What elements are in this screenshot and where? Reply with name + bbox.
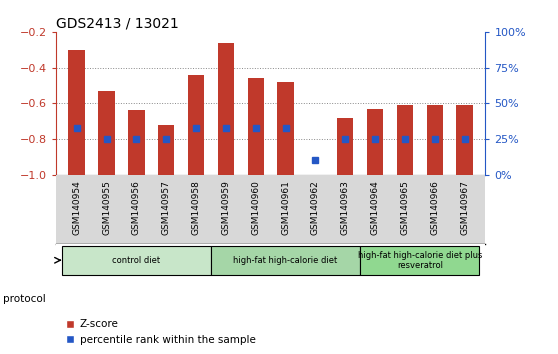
Bar <box>188 75 204 175</box>
Text: protocol: protocol <box>3 294 46 304</box>
Text: GSM140964: GSM140964 <box>371 180 379 235</box>
Bar <box>69 50 85 175</box>
Bar <box>158 125 175 175</box>
Text: GSM140967: GSM140967 <box>460 180 469 235</box>
Text: GSM140958: GSM140958 <box>191 180 200 235</box>
Bar <box>218 42 234 175</box>
Text: GSM140955: GSM140955 <box>102 180 111 235</box>
Bar <box>98 91 115 175</box>
Text: GSM140954: GSM140954 <box>72 180 81 235</box>
Bar <box>456 105 473 175</box>
Text: GSM140957: GSM140957 <box>162 180 171 235</box>
Text: GSM140956: GSM140956 <box>132 180 141 235</box>
Text: high-fat high-calorie diet plus
resveratrol: high-fat high-calorie diet plus resverat… <box>358 251 482 270</box>
Bar <box>128 110 145 175</box>
Text: GSM140962: GSM140962 <box>311 180 320 235</box>
Text: GSM140961: GSM140961 <box>281 180 290 235</box>
Bar <box>367 109 383 175</box>
Text: GSM140965: GSM140965 <box>401 180 410 235</box>
Bar <box>426 105 443 175</box>
Text: control diet: control diet <box>112 256 160 265</box>
Bar <box>360 246 479 275</box>
Bar <box>337 118 353 175</box>
Text: high-fat high-calorie diet: high-fat high-calorie diet <box>233 256 338 265</box>
Text: GSM140960: GSM140960 <box>251 180 260 235</box>
Text: GSM140959: GSM140959 <box>222 180 230 235</box>
Bar <box>397 105 413 175</box>
Bar <box>62 246 211 275</box>
Legend: Z-score, percentile rank within the sample: Z-score, percentile rank within the samp… <box>61 315 260 349</box>
Bar <box>277 82 294 175</box>
Text: GSM140966: GSM140966 <box>430 180 439 235</box>
Text: GSM140963: GSM140963 <box>341 180 350 235</box>
Bar <box>211 246 360 275</box>
Text: GDS2413 / 13021: GDS2413 / 13021 <box>56 17 179 31</box>
Bar <box>248 78 264 175</box>
